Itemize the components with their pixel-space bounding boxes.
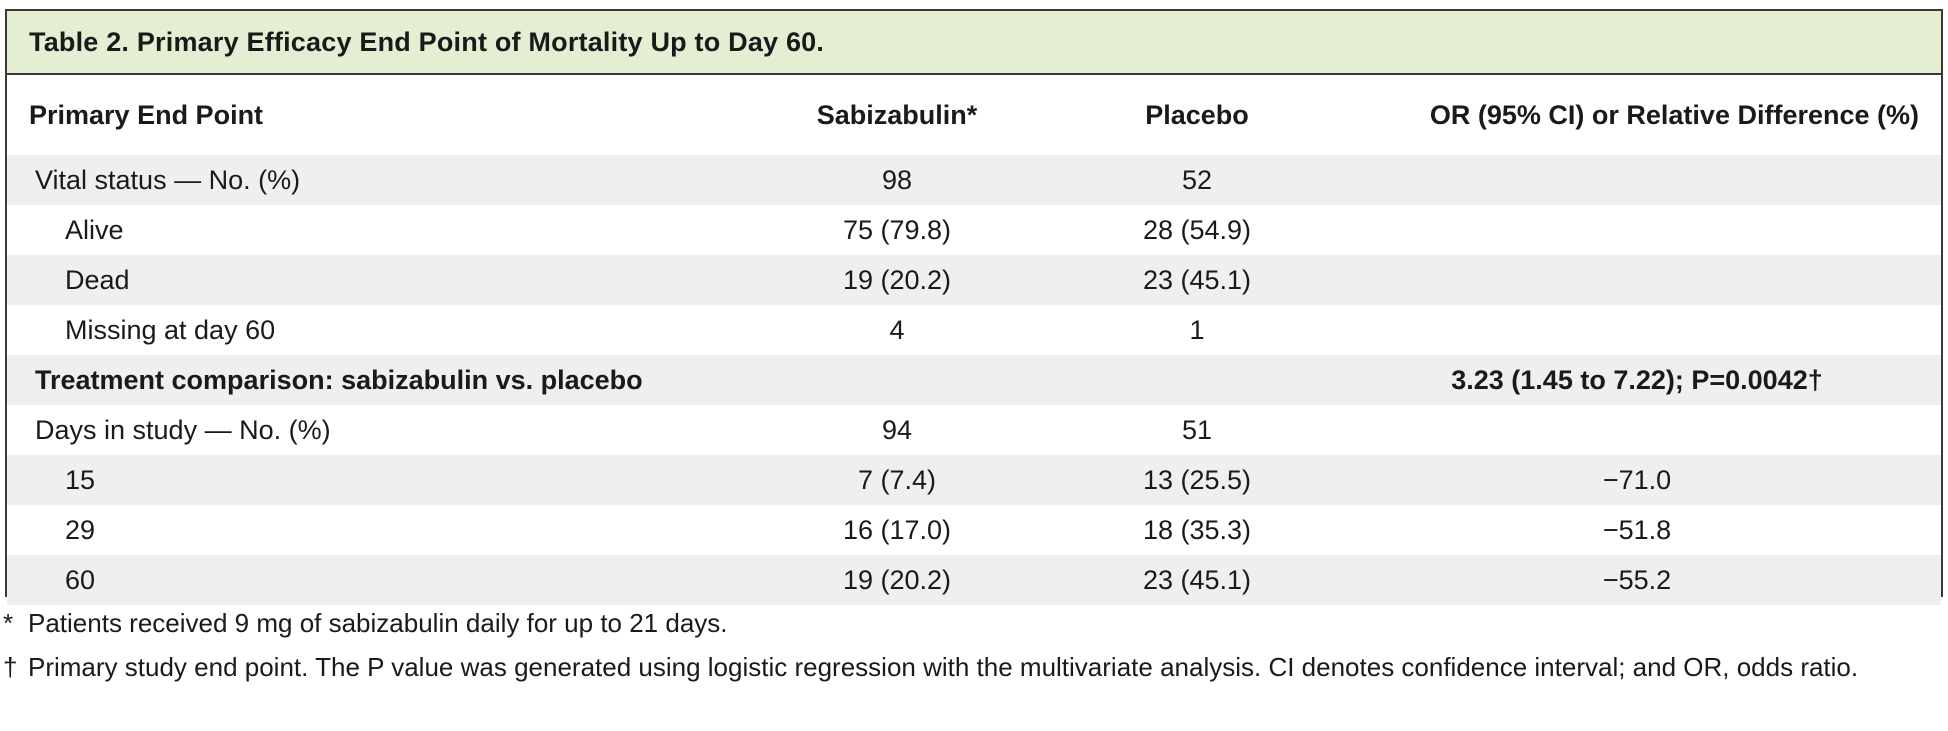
footnote-2: † Primary study end point. The P value wa…: [0, 650, 1943, 684]
cell-placebo: 1: [1189, 314, 1205, 345]
table-row: Missing at day 60 4 1: [7, 305, 1941, 355]
results-table: Table 2. Primary Efficacy End Point of M…: [5, 9, 1943, 605]
cell-sabizabulin: 19 (20.2): [842, 564, 952, 595]
row-label: Missing at day 60: [65, 314, 276, 345]
cell-placebo: 13 (25.5): [1142, 464, 1252, 495]
cell-placebo: 18 (35.3): [1142, 514, 1252, 545]
header-placebo: Placebo: [1145, 99, 1249, 130]
table-row: Treatment comparison: sabizabulin vs. pl…: [7, 355, 1941, 405]
table-row: Alive 75 (79.8) 28 (54.9): [7, 205, 1941, 255]
cell-or: −71.0: [1602, 464, 1672, 495]
row-label: Treatment comparison: sabizabulin vs. pl…: [35, 364, 643, 395]
cell-sabizabulin: 7 (7.4): [857, 464, 937, 495]
cell-sabizabulin: 94: [881, 414, 913, 445]
row-label: 60: [65, 564, 96, 595]
table-row: 15 7 (7.4) 13 (25.5) −71.0: [7, 455, 1941, 505]
table-row: Dead 19 (20.2) 23 (45.1): [7, 255, 1941, 305]
cell-sabizabulin: 4: [889, 314, 905, 345]
table-header-row: Primary End Point Sabizabulin* Placebo O…: [7, 75, 1941, 155]
header-end-point: Primary End Point: [29, 99, 264, 130]
row-label: Alive: [65, 214, 124, 245]
cell-placebo: 23 (45.1): [1142, 264, 1252, 295]
footnote-2-mark: †: [3, 652, 18, 682]
row-label: Days in study — No. (%): [35, 414, 331, 445]
cell-placebo: 28 (54.9): [1142, 214, 1252, 245]
row-label: Vital status — No. (%): [35, 164, 301, 195]
cell-placebo: 23 (45.1): [1142, 564, 1252, 595]
row-label: Dead: [65, 264, 130, 295]
footnote-1-mark: *: [3, 608, 14, 638]
cell-sabizabulin: 75 (79.8): [842, 214, 952, 245]
cell-sabizabulin: 16 (17.0): [842, 514, 952, 545]
table-row: Vital status — No. (%) 98 52: [7, 155, 1941, 205]
header-sabizabulin: Sabizabulin*: [816, 99, 978, 130]
cell-placebo: 51: [1181, 414, 1213, 445]
footnote-1-text: Patients received 9 mg of sabizabulin da…: [28, 608, 728, 638]
row-label: 29: [65, 514, 96, 545]
table-title: Table 2. Primary Efficacy End Point of M…: [7, 11, 1941, 75]
row-label: 15: [65, 464, 96, 495]
footnote-2-text: Primary study end point. The P value was…: [28, 652, 1859, 682]
cell-or: −51.8: [1602, 514, 1672, 545]
footnote-1: * Patients received 9 mg of sabizabulin d…: [0, 606, 728, 640]
cell-or: 3.23 (1.45 to 7.22); P=0.0042†: [1451, 364, 1823, 395]
table-row: Days in study — No. (%) 94 51: [7, 405, 1941, 455]
cell-sabizabulin: 98: [881, 164, 913, 195]
table-row: 60 19 (20.2) 23 (45.1) −55.2: [7, 555, 1941, 605]
table-row: 29 16 (17.0) 18 (35.3) −51.8: [7, 505, 1941, 555]
cell-or: −55.2: [1602, 564, 1672, 595]
cell-placebo: 52: [1181, 164, 1213, 195]
cell-sabizabulin: 19 (20.2): [842, 264, 952, 295]
header-or: OR (95% CI) or Relative Difference (%): [1429, 99, 1919, 130]
